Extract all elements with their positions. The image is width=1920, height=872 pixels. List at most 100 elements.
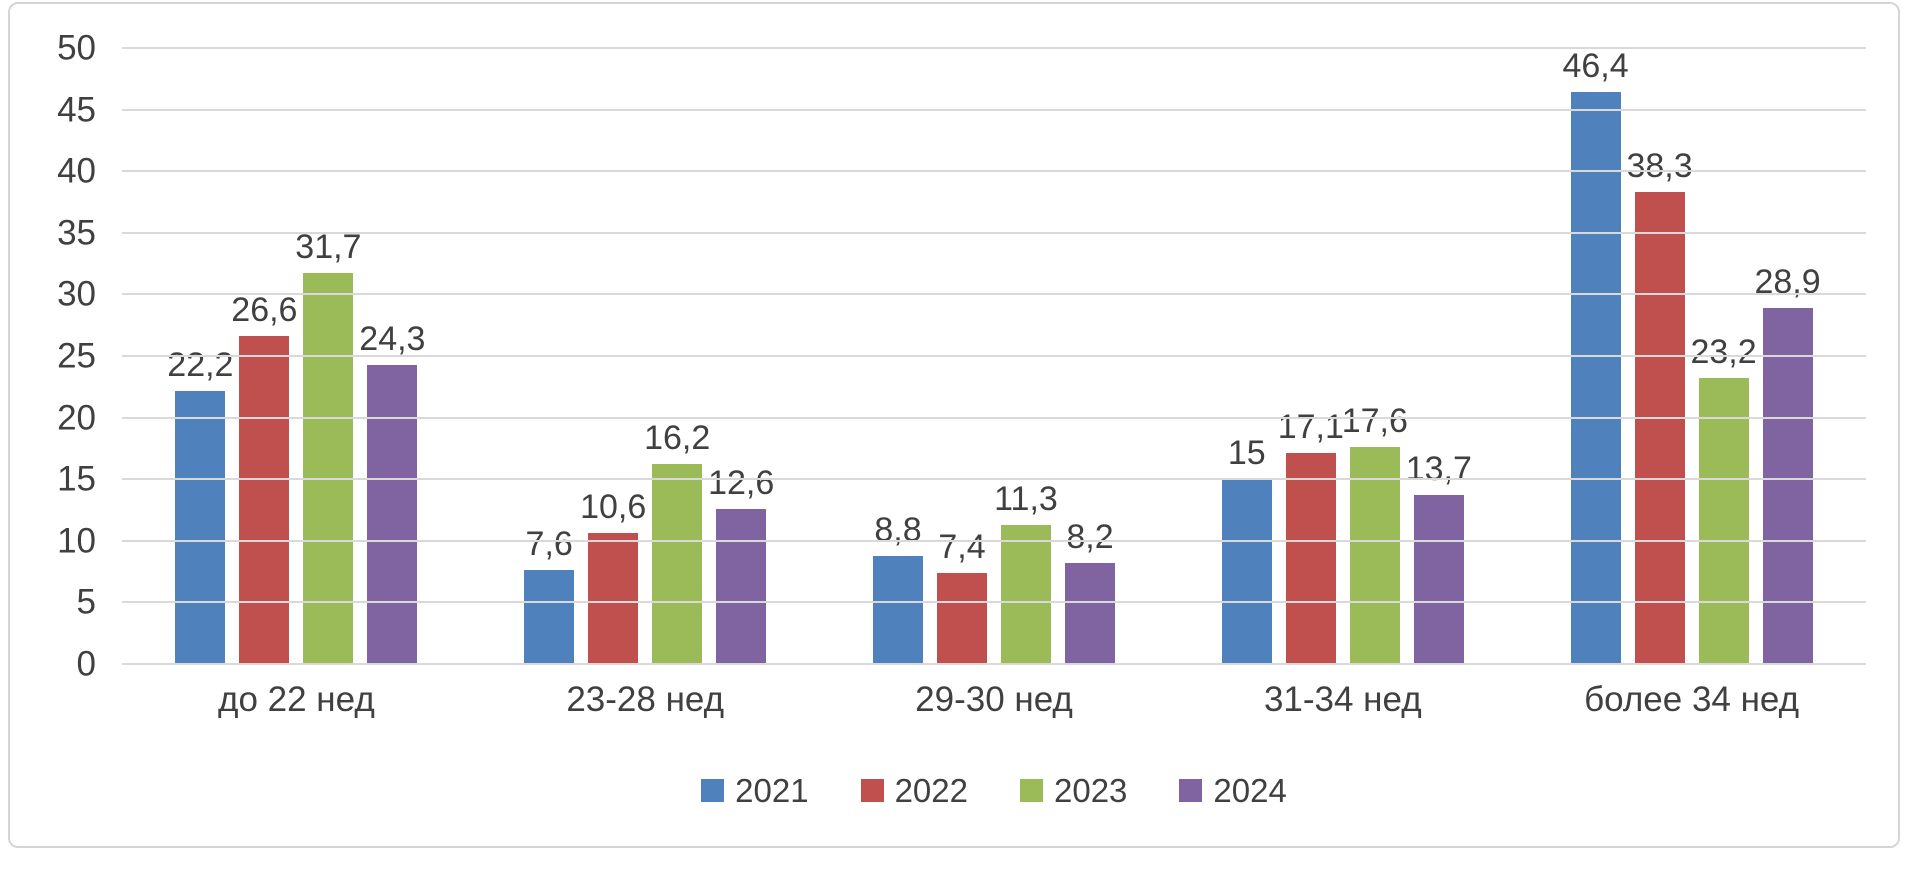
bar-2023-0 bbox=[303, 273, 354, 664]
x-category-label-2: 29-30 нед bbox=[915, 680, 1073, 719]
bar-2022-0 bbox=[239, 336, 290, 664]
bar-group-3: 15 17,1 17,6 13,7 bbox=[1168, 48, 1517, 664]
bar-2022-1 bbox=[588, 533, 639, 664]
gridline-y-0 bbox=[122, 663, 1866, 665]
y-tick-label-35: 35 bbox=[57, 213, 96, 253]
gridline-y-15 bbox=[122, 478, 1866, 481]
bar-2021-2 bbox=[872, 555, 923, 664]
data-label-2021-3: 15 bbox=[1227, 434, 1266, 473]
data-label-2021-1: 7,6 bbox=[525, 525, 573, 564]
data-label-2024-3: 13,7 bbox=[1405, 450, 1472, 489]
bar-wrap-2022-4: 38,3 bbox=[1626, 48, 1693, 664]
legend-label-2021: 2021 bbox=[735, 772, 809, 809]
bar-2024-0 bbox=[367, 364, 418, 664]
gridline-y-25 bbox=[122, 355, 1866, 357]
data-label-2022-0: 26,6 bbox=[231, 291, 298, 330]
bar-wrap-2024-0: 24,3 bbox=[359, 48, 425, 664]
legend-label-2023: 2023 bbox=[1054, 772, 1128, 809]
bar-group-0: 22,2 26,6 31,7 24,3 bbox=[122, 48, 471, 664]
bar-wrap-2024-2: 8,2 bbox=[1064, 48, 1115, 664]
gridline-y-30 bbox=[122, 293, 1866, 296]
legend-swatch-icon bbox=[1179, 779, 1203, 802]
data-label-2022-2: 7,4 bbox=[938, 527, 986, 566]
legend-label-2022: 2022 bbox=[894, 772, 968, 809]
bar-2023-1 bbox=[652, 464, 703, 664]
legend-item-2024: 2024 bbox=[1179, 774, 1287, 807]
bar-2021-4 bbox=[1570, 92, 1621, 664]
bar-2023-2 bbox=[1000, 524, 1051, 664]
gridline-y-50 bbox=[122, 47, 1866, 49]
legend-swatch-icon bbox=[701, 779, 725, 802]
x-category-label-3: 31-34 нед bbox=[1263, 680, 1422, 719]
data-label-2022-3: 17,1 bbox=[1277, 408, 1344, 447]
bar-2022-4 bbox=[1634, 192, 1685, 664]
data-label-2024-4: 28,9 bbox=[1754, 262, 1821, 301]
legend-item-2022: 2022 bbox=[860, 772, 968, 809]
bar-wrap-2024-4: 28,9 bbox=[1754, 48, 1821, 664]
x-axis: до 22 нед 23-28 нед 29-30 нед 31-34 нед боле… bbox=[122, 680, 1866, 720]
gridline-y-10 bbox=[122, 539, 1866, 542]
gridline-y-35 bbox=[122, 231, 1866, 234]
bar-wrap-2024-1: 12,6 bbox=[708, 48, 774, 664]
bar-wrap-2023-0: 31,7 bbox=[295, 48, 361, 664]
data-label-2023-3: 17,6 bbox=[1341, 402, 1408, 441]
bar-2024-2 bbox=[1064, 562, 1115, 664]
bar-wrap-2022-1: 10,6 bbox=[580, 48, 646, 664]
chart-frame: 0 5 10 15 20 25 30 35 40 45 50 22,2 26,6 31,7 24,3 7,6… bbox=[8, 2, 1900, 848]
bar-wrap-2023-3: 17,6 bbox=[1342, 48, 1408, 664]
bar-2024-3 bbox=[1413, 495, 1464, 664]
legend-item-2021: 2021 bbox=[701, 772, 809, 809]
bar-2023-3 bbox=[1349, 447, 1400, 664]
bar-wrap-2021-4: 46,4 bbox=[1562, 48, 1629, 664]
data-label-2023-2: 11,3 bbox=[994, 479, 1058, 518]
bar-wrap-2021-3: 15 bbox=[1221, 48, 1272, 664]
y-axis: 0 5 10 15 20 25 30 35 40 45 50 bbox=[24, 31, 96, 682]
y-tick-label-20: 20 bbox=[57, 398, 96, 438]
data-label-2023-4: 23,2 bbox=[1690, 333, 1757, 372]
data-label-2024-0: 24,3 bbox=[359, 319, 426, 358]
y-tick-label-50: 50 bbox=[57, 28, 96, 68]
gridline-y-5 bbox=[122, 601, 1866, 604]
bar-groups: 22,2 26,6 31,7 24,3 7,6 10,6 16,2 12,6 8,8 7,4 11,… bbox=[122, 48, 1866, 664]
bar-group-4: 46,4 38,3 23,2 28,9 bbox=[1517, 48, 1866, 664]
data-label-2021-0: 22,2 bbox=[167, 345, 234, 384]
x-category-label-1: 23-28 нед bbox=[566, 680, 725, 719]
bar-wrap-2023-4: 23,2 bbox=[1690, 48, 1757, 664]
bar-2021-3 bbox=[1221, 479, 1272, 664]
legend-swatch-icon bbox=[860, 779, 884, 802]
y-tick-label-15: 15 bbox=[57, 459, 96, 499]
bar-2021-0 bbox=[175, 390, 226, 664]
plot-area: 22,2 26,6 31,7 24,3 7,6 10,6 16,2 12,6 8,8 7,4 11,… bbox=[122, 47, 1866, 665]
gridline-y-45 bbox=[122, 108, 1866, 111]
x-category-label-0: до 22 нед bbox=[218, 680, 375, 719]
y-tick-label-45: 45 bbox=[57, 90, 96, 130]
bar-wrap-2021-2: 8,8 bbox=[872, 48, 923, 664]
data-label-2023-1: 16,2 bbox=[644, 419, 711, 458]
y-tick-label-10: 10 bbox=[57, 521, 96, 561]
y-tick-label-0: 0 bbox=[76, 644, 96, 684]
bar-group-1: 7,6 10,6 16,2 12,6 bbox=[471, 48, 820, 664]
bar-wrap-2024-3: 13,7 bbox=[1406, 48, 1472, 664]
bar-2022-2 bbox=[936, 572, 987, 664]
bar-wrap-2022-0: 26,6 bbox=[231, 48, 297, 664]
legend: 2021 2022 2023 2024 bbox=[122, 774, 1866, 807]
data-label-2024-1: 12,6 bbox=[708, 463, 775, 502]
bar-wrap-2021-1: 7,6 bbox=[524, 48, 575, 664]
y-tick-label-5: 5 bbox=[76, 582, 96, 622]
y-tick-label-40: 40 bbox=[57, 151, 96, 191]
data-label-2024-2: 8,2 bbox=[1066, 517, 1114, 556]
bar-wrap-2023-1: 16,2 bbox=[644, 48, 710, 664]
gridline-y-40 bbox=[122, 170, 1866, 173]
bar-group-2: 8,8 7,4 11,3 8,2 bbox=[820, 48, 1169, 664]
data-label-2023-0: 31,7 bbox=[295, 228, 362, 267]
bar-wrap-2022-2: 7,4 bbox=[936, 48, 987, 664]
legend-swatch-icon bbox=[1020, 779, 1043, 802]
bar-2024-1 bbox=[716, 508, 767, 664]
bar-2023-4 bbox=[1698, 378, 1749, 664]
data-label-2022-4: 38,3 bbox=[1626, 147, 1693, 186]
bar-wrap-2023-2: 11,3 bbox=[994, 48, 1058, 664]
y-tick-label-25: 25 bbox=[57, 336, 96, 376]
data-label-2021-4: 46,4 bbox=[1562, 47, 1629, 86]
gridline-y-20 bbox=[122, 416, 1866, 419]
bar-wrap-2021-0: 22,2 bbox=[167, 48, 233, 664]
